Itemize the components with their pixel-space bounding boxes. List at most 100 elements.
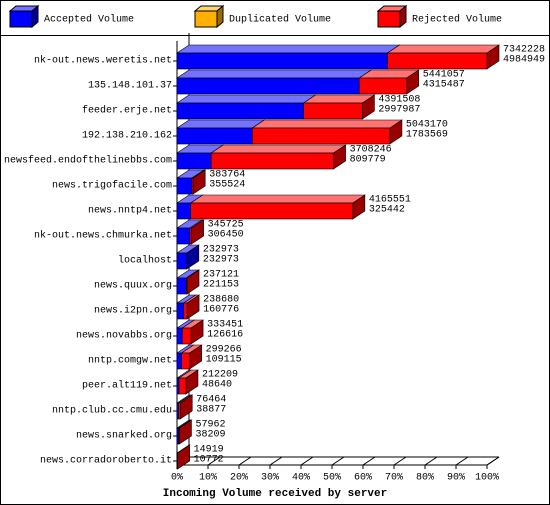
x-tick-label: 30%	[261, 473, 279, 484]
x-tick	[269, 456, 283, 466]
accepted-label: 1783569	[406, 130, 448, 141]
bar-segment-face	[252, 127, 391, 145]
bar-segment	[176, 244, 200, 270]
bar-segment-face	[178, 402, 181, 420]
accepted-label: 355524	[209, 180, 245, 191]
y-tick-label: peer.alt119.net	[82, 380, 172, 392]
total-label: 7342228	[503, 45, 545, 56]
bar-segment-face	[387, 52, 488, 70]
bar-segment-face	[189, 194, 366, 204]
x-tick-label: 90%	[447, 473, 465, 484]
bar-segment	[191, 169, 207, 195]
accepted-label: 160776	[203, 305, 239, 316]
bar-segment	[176, 144, 225, 170]
accepted-label: 325442	[369, 205, 405, 216]
bar-segment	[177, 419, 193, 445]
bar-segment-face	[190, 202, 354, 220]
bar-segment-face	[182, 327, 192, 345]
bar-segment-face	[210, 144, 347, 154]
bar-segment-face	[186, 277, 188, 295]
bar-segment	[177, 394, 194, 420]
bar-segment	[251, 119, 403, 145]
bar-segment-face	[176, 177, 193, 195]
accepted-label: 10772	[194, 455, 224, 466]
y-tick-label: news.corradoroberto.it	[40, 455, 172, 467]
x-tick	[300, 456, 314, 466]
legend-label: Rejected Volume	[412, 14, 502, 26]
x-tick-label: 80%	[416, 473, 434, 484]
y-tick-label: nntp.comgw.net	[88, 356, 172, 367]
x-tick	[238, 456, 252, 466]
legend-swatch	[8, 4, 40, 29]
total-label: 76464	[196, 395, 226, 406]
bar-segment	[302, 94, 376, 120]
bar-segment-face	[176, 127, 253, 145]
y-tick-label: nntp.club.cc.cmu.edu	[52, 405, 172, 417]
accepted-label: 38877	[196, 405, 226, 416]
total-label: 333451	[207, 320, 243, 331]
y-tick-label: nk-out.news.chmurka.net	[34, 230, 172, 242]
bar-segment	[176, 194, 204, 220]
bar-segment	[185, 269, 201, 295]
legend-label: Duplicated Volume	[229, 14, 331, 26]
x-tick	[362, 456, 376, 466]
bar-segment	[176, 444, 191, 470]
y-tick-label: nk-out.news.weretis.net	[34, 55, 172, 67]
y-tick-label: news.nntp4.net	[88, 206, 172, 217]
bar-segment-face	[210, 152, 334, 170]
legend-swatch-face	[377, 10, 401, 28]
x-tick	[393, 456, 407, 466]
bar-segment-face	[176, 152, 212, 170]
x-tick-label: 100%	[475, 473, 499, 484]
bar-segment	[188, 219, 205, 245]
legend-swatch	[193, 4, 225, 29]
total-label: 14919	[194, 445, 224, 456]
y-tick-label: news.novabbs.org	[76, 330, 172, 342]
x-tick	[331, 456, 345, 466]
bar-segment-face	[176, 102, 304, 120]
bar-segment-face	[176, 77, 360, 95]
bar-segment	[176, 169, 206, 195]
x-axis-title: Incoming Volume received by server	[163, 488, 387, 500]
total-label: 212209	[202, 370, 238, 381]
total-label: 299266	[206, 345, 242, 356]
accepted-label: 809779	[350, 155, 386, 166]
bar-segment-face	[183, 302, 188, 320]
y-tick-label: newsfeed.endofthelinebbs.com	[4, 155, 172, 167]
bar-segment-face	[176, 252, 188, 270]
y-tick-label: 135.148.101.37	[88, 81, 172, 92]
x-tick	[455, 456, 469, 466]
bar-segment	[358, 69, 420, 95]
x-tick	[424, 456, 438, 466]
total-label: 3708246	[350, 145, 392, 156]
y-tick-label: feeder.erje.net	[82, 105, 172, 117]
bar-segment-face	[251, 119, 403, 129]
bar-segment-face	[189, 227, 192, 245]
y-tick-label: news.i2pn.org	[94, 305, 172, 317]
accepted-label: 38209	[195, 430, 225, 441]
x-tick-label: 60%	[354, 473, 372, 484]
x-tick-label: 20%	[230, 473, 248, 484]
y-tick-label: news.quux.org	[94, 281, 172, 292]
bar-segment-face	[176, 119, 266, 129]
bar-segment	[210, 144, 347, 170]
bar-segment-face	[176, 377, 180, 395]
legend-swatch-face	[194, 10, 218, 28]
bar-segment	[176, 219, 203, 245]
total-label: 345725	[208, 220, 244, 231]
accepted-label: 2997987	[378, 105, 420, 116]
accepted-label: 306450	[208, 230, 244, 241]
bar-segment-face	[178, 427, 180, 445]
bar-segment-face	[176, 352, 182, 370]
bar-segment-face	[191, 177, 194, 195]
accepted-label: 4315487	[423, 80, 465, 91]
bar-segment	[181, 319, 205, 345]
accepted-label: 48640	[202, 380, 232, 391]
total-label: 383764	[209, 170, 245, 181]
x-tick-label: 40%	[292, 473, 310, 484]
bar-segment-face	[303, 102, 363, 120]
bar-segment	[176, 69, 373, 95]
bar-segment-face	[176, 302, 185, 320]
accepted-label: 232973	[203, 255, 239, 266]
